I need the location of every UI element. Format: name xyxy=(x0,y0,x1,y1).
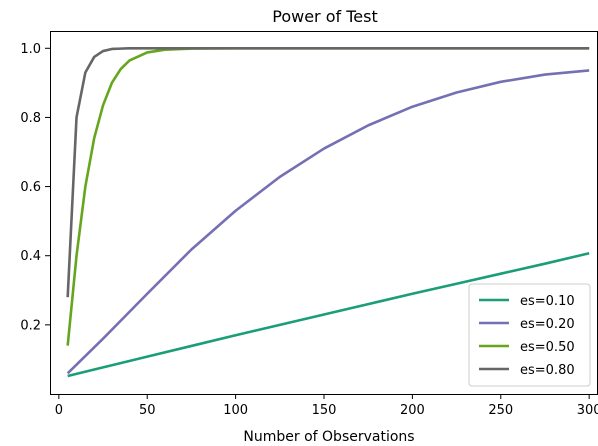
x-tick-label: 50 xyxy=(139,403,156,418)
y-tick-label: 0.2 xyxy=(20,318,41,333)
legend: es=0.10 es=0.20 es=0.50 es=0.80 xyxy=(468,283,591,387)
legend-label: es=0.10 xyxy=(520,294,575,309)
y-tick-label: 0.4 xyxy=(20,249,41,264)
series-line-4 xyxy=(66,46,590,298)
y-tick-label: 0.6 xyxy=(20,180,41,195)
chart-title: Power of Test xyxy=(272,7,377,26)
x-axis: 0 50 100 150 200 250 300 xyxy=(55,394,598,418)
x-tick-label: 150 xyxy=(312,403,337,418)
x-axis-title: Number of Observations xyxy=(243,429,414,445)
series-line-2 xyxy=(66,69,590,375)
y-tick-label: 1.0 xyxy=(20,42,41,57)
series-line-1 xyxy=(67,252,590,378)
legend-label: es=0.80 xyxy=(520,363,575,378)
legend-label: es=0.20 xyxy=(520,317,575,332)
x-tick-label: 0 xyxy=(55,403,63,418)
x-tick-label: 250 xyxy=(488,403,513,418)
legend-label: es=0.50 xyxy=(520,340,575,355)
x-tick-label: 200 xyxy=(400,403,425,418)
series-layer xyxy=(66,46,590,378)
y-axis: 0.2 0.4 0.6 0.8 1.0 xyxy=(20,42,50,333)
x-tick-label: 100 xyxy=(223,403,248,418)
x-tick-label: 300 xyxy=(577,403,598,418)
y-tick-label: 0.8 xyxy=(20,111,41,126)
legend-box xyxy=(468,283,591,387)
